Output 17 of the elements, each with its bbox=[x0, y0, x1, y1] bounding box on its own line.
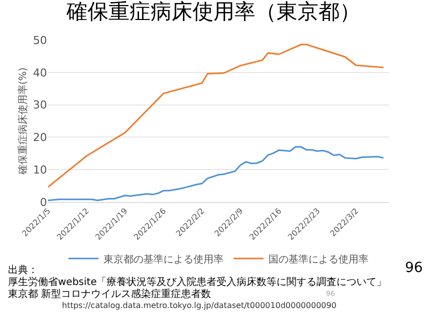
text: https://catalog.data.metro.tokyo.lg.jp/dataset/t000010d0000000090 bbox=[62, 301, 336, 310]
y-tick-label: 40 bbox=[33, 66, 47, 80]
y-tick-label: 0 bbox=[40, 196, 47, 209]
text: 96 bbox=[405, 260, 423, 276]
text: 東京都 新型コロナウイルス感染症重症患者数 bbox=[8, 288, 212, 300]
source-note: 出典： bbox=[8, 264, 38, 276]
line-series bbox=[48, 146, 384, 202]
legend-label: 東京都の基準による使用率 bbox=[104, 253, 224, 266]
text: 厚生労働省website「療養状況等及び入院患者受入病床数等に関する調査について」 bbox=[8, 276, 387, 288]
y-tick-label: 10 bbox=[33, 163, 47, 176]
line-series bbox=[48, 44, 384, 188]
chart-title: 確保重症病床使用率（東京都） bbox=[66, 0, 360, 24]
legend-label: 国の基準による使用率 bbox=[268, 253, 368, 266]
y-axis-title: 確保重症病床使用率(%) bbox=[17, 67, 29, 176]
y-tick-label: 50 bbox=[33, 34, 47, 47]
y-tick-label: 30 bbox=[33, 98, 47, 112]
y-tick-label: 20 bbox=[33, 131, 47, 144]
